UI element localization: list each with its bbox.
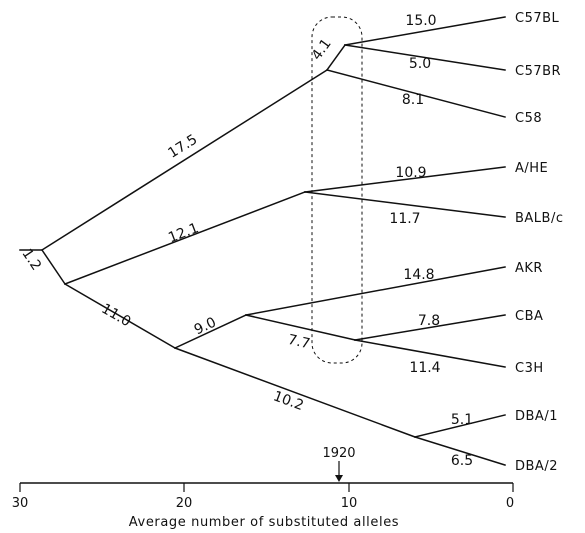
leaf-label-c58: C58 xyxy=(515,111,542,126)
leaf-label-balbc: BALB/c xyxy=(515,211,564,226)
branch-akr xyxy=(245,266,506,316)
year-marker-label: 1920 xyxy=(322,446,355,461)
branch-label-dba-group: 10.2 xyxy=(271,388,306,414)
leaf-label-akr: AKR xyxy=(515,261,543,276)
branch-ahe-balbc-group xyxy=(64,191,306,285)
branch-balbc xyxy=(304,191,506,218)
branch-dba1 xyxy=(414,414,506,438)
leaf-labels: C57BL C57BR C58 A/HE BALB/c AKR CBA C3H … xyxy=(515,11,564,474)
highlight-region xyxy=(311,16,363,364)
branch-ahe xyxy=(304,166,506,193)
leaf-label-cba: CBA xyxy=(515,309,543,324)
branch-c3h xyxy=(354,339,506,368)
branch-label-c57bl: 15.0 xyxy=(405,13,436,29)
leaf-label-c57bl: C57BL xyxy=(515,11,560,26)
branch-cba xyxy=(354,314,506,341)
branch-c58 xyxy=(326,69,506,118)
branch-label-dba2: 6.5 xyxy=(451,453,473,469)
branch-label-c3h: 11.4 xyxy=(409,360,440,376)
x-axis-tick-label-20: 20 xyxy=(176,496,193,511)
branch-label-akr: 14.8 xyxy=(403,267,434,283)
x-axis-tick-label-0: 0 xyxy=(506,496,514,511)
branch-c57br xyxy=(344,44,506,71)
branch-label-lower-group: 11.0 xyxy=(99,301,134,330)
leaf-label-dba2: DBA/2 xyxy=(515,459,558,474)
branch-dba2 xyxy=(414,436,506,466)
branch-label-c57-group: 17.5 xyxy=(165,132,200,162)
branch-c57bl-c57br xyxy=(325,43,347,72)
branch-length-labels: 1.2 17.5 4.1 15.0 5.0 8.1 12.1 10.9 11.7… xyxy=(18,13,473,469)
branch-label-cba: 7.8 xyxy=(418,313,440,329)
branch-label-dba1: 5.1 xyxy=(451,412,473,428)
x-axis: 30 20 10 0 Average number of substituted… xyxy=(12,482,514,530)
branch-label-ahe: 10.9 xyxy=(395,165,426,181)
leaf-label-dba1: DBA/1 xyxy=(515,409,558,424)
root-split-branch xyxy=(40,248,67,286)
branch-label-cba-c3h: 7.7 xyxy=(286,332,311,353)
x-axis-title: Average number of substituted alleles xyxy=(129,515,399,530)
branch-label-c58: 8.1 xyxy=(402,92,424,108)
branch-c57bl xyxy=(344,16,506,46)
x-axis-tick-label-10: 10 xyxy=(341,496,358,511)
leaf-label-c57br: C57BR xyxy=(515,64,561,79)
branch-lower-group xyxy=(63,282,177,350)
x-axis-tick-label-30: 30 xyxy=(12,496,29,511)
branch-cba-c3h xyxy=(245,314,356,341)
branch-c57-group xyxy=(40,68,329,252)
branch-label-c57bl-c57br: 4.1 xyxy=(309,36,335,63)
branch-label-c57br: 5.0 xyxy=(409,56,431,72)
branch-label-akr-cba-c3h: 9.0 xyxy=(192,314,219,338)
branch-dba-group xyxy=(174,347,416,438)
branch-label-ahe-balbc-group: 12.1 xyxy=(166,220,201,246)
leaf-label-c3h: C3H xyxy=(515,361,544,376)
leaf-label-ahe: A/HE xyxy=(515,161,548,176)
arrow-down-icon xyxy=(335,475,343,482)
branch-label-balbc: 11.7 xyxy=(389,211,420,227)
tree-branches xyxy=(19,16,506,466)
branch-akr-cba-c3h xyxy=(174,314,247,349)
year-marker: 1920 xyxy=(322,446,356,482)
